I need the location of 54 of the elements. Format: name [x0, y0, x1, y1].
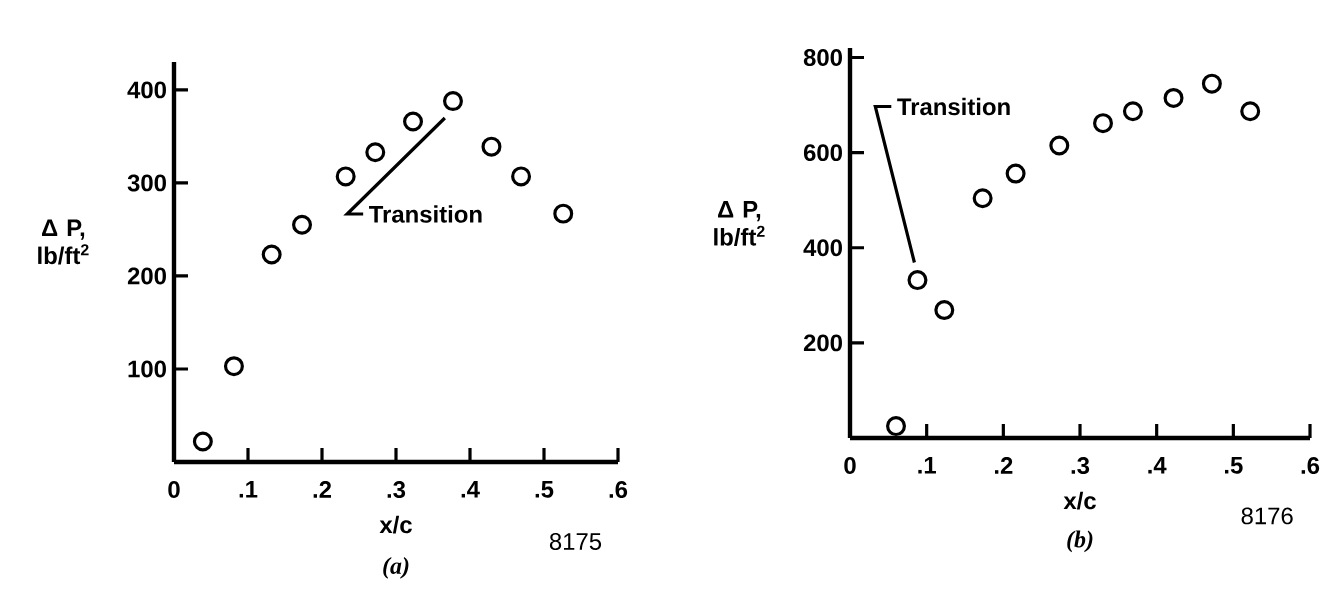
- x-tick-label: .1: [918, 457, 936, 474]
- point: [886, 416, 907, 437]
- x-axis-title: x/c: [1063, 491, 1096, 510]
- y-axis-title: Δ P, lb/ft$^{2}$: [38, 219, 89, 265]
- y-tick-label: 800: [803, 49, 842, 66]
- point: [481, 136, 502, 157]
- point: [934, 300, 955, 321]
- text: 8175: [549, 533, 602, 550]
- x-tick-label: .4: [1148, 457, 1167, 474]
- y-tick-label: 200: [127, 267, 166, 285]
- x-tick-label: .1: [239, 481, 258, 498]
- y-tick-label: 300: [127, 174, 166, 192]
- point: [335, 166, 356, 187]
- point: [1093, 113, 1114, 134]
- point: [1049, 135, 1070, 156]
- point: [403, 111, 424, 132]
- y-tick-label: 400: [803, 239, 842, 257]
- point: [261, 244, 282, 265]
- x-axis-title: x/c: [379, 515, 412, 534]
- point: [972, 188, 993, 209]
- x-tick-label: .3: [387, 481, 406, 499]
- annotation: Transition: [897, 97, 1010, 116]
- x-tick-label: .6: [609, 481, 628, 498]
- point: [192, 431, 213, 452]
- point: [511, 166, 532, 187]
- point: [1122, 101, 1143, 122]
- x-tick-label: .2: [313, 481, 332, 498]
- x-tick-label: .5: [535, 481, 554, 498]
- y-tick-label: 600: [803, 144, 842, 162]
- y-tick-label: 100: [128, 360, 166, 378]
- point: [365, 142, 386, 163]
- point: [1201, 73, 1222, 94]
- x-tick-label: 0: [168, 481, 180, 498]
- text: (b): [1067, 530, 1093, 553]
- x-tick-label: 0: [844, 457, 856, 474]
- point: [907, 270, 928, 291]
- annotation: Transition: [369, 205, 482, 223]
- y-axis-title: Δ P, lb/ft$^{2}$: [714, 201, 765, 246]
- point: [292, 214, 313, 235]
- x-tick-label: .6: [1301, 457, 1320, 474]
- point: [442, 91, 463, 112]
- point: [1240, 101, 1261, 122]
- text: 8176: [1241, 507, 1293, 525]
- point: [1005, 163, 1026, 184]
- point: [553, 203, 574, 224]
- x-tick-label: .5: [1224, 457, 1243, 474]
- y-tick-label: 400: [127, 81, 166, 99]
- point: [223, 356, 244, 377]
- y-tick-label: 200: [803, 334, 842, 352]
- text: (a): [383, 557, 409, 579]
- point: [1163, 87, 1184, 108]
- x-tick-label: .4: [461, 481, 480, 498]
- x-tick-label: .2: [994, 457, 1013, 474]
- x-tick-label: .3: [1071, 457, 1090, 475]
